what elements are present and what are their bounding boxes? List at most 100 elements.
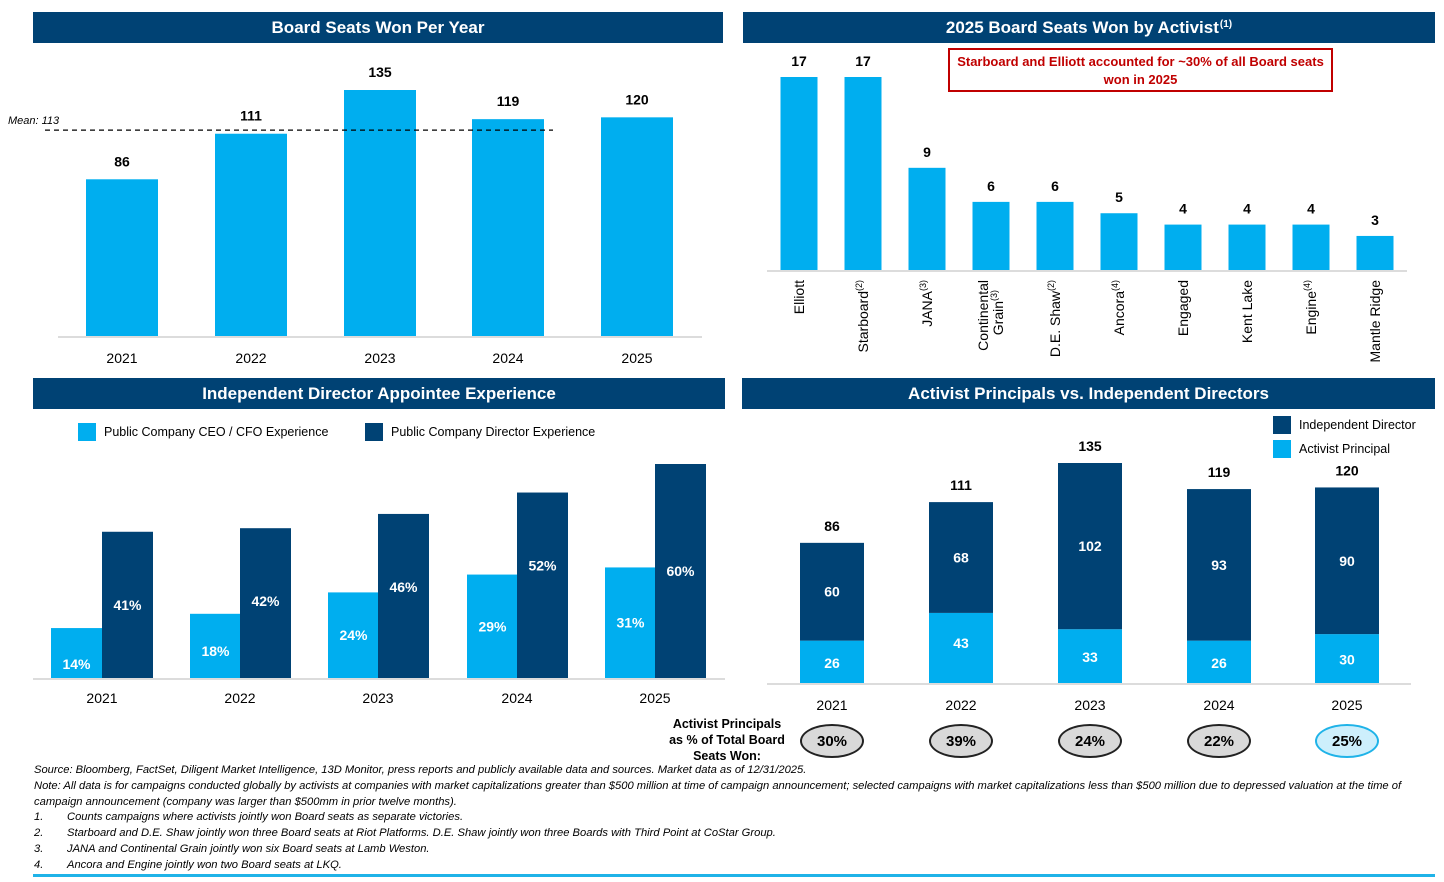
x-tick-text: Grain(3)	[989, 290, 1006, 335]
bar-ceo-cfo	[328, 592, 379, 678]
callout-text: Starboard and Elliott accounted for ~30%…	[957, 54, 1324, 87]
data-label: 6	[1051, 178, 1059, 194]
bar-activist-principal	[1058, 629, 1122, 683]
data-label: 4	[1243, 201, 1251, 217]
footnote-text: Counts campaigns where activists jointly…	[67, 811, 464, 824]
bar-ceo-cfo	[467, 574, 518, 678]
data-label: 52%	[528, 558, 557, 574]
bar-activist-principal	[800, 640, 864, 683]
data-label: 3	[1371, 212, 1379, 228]
principal-share-badge: 30%	[800, 724, 864, 758]
data-label: 17	[855, 53, 871, 69]
bar-director	[378, 513, 429, 678]
x-tick-text: JANA(3)	[918, 280, 935, 327]
bar	[780, 77, 818, 270]
legend-swatch-light	[78, 423, 96, 441]
x-tick-label: 2022	[235, 350, 266, 366]
chart-seats-per-year: 86 2021 111 2022 135 2023 119 2024 120 2025 Mean: …	[8, 64, 702, 366]
mean-label: Mean: 113	[8, 115, 60, 127]
legend-swatch-dark	[1273, 416, 1291, 434]
bar	[1100, 213, 1138, 270]
bar-independent-director	[1058, 463, 1122, 630]
footnote-mark: (4)	[1302, 280, 1312, 291]
footnote-mark: (2)	[1046, 280, 1056, 291]
x-tick-label: Starboard(2)	[854, 280, 871, 352]
x-tick-label: JANA(3)	[918, 280, 935, 327]
data-label: 24%	[339, 627, 368, 643]
data-label: 86	[114, 153, 130, 169]
data-label: 60%	[666, 563, 695, 579]
legend-label: Independent Director	[1299, 418, 1416, 432]
footnote-text: Ancora and Engine jointly won two Board …	[67, 858, 342, 871]
bar	[215, 133, 287, 336]
x-tick-label: 2024	[1203, 697, 1234, 713]
data-label: 26	[824, 655, 840, 671]
bar	[1292, 224, 1330, 270]
x-tick-label: Ancora(4)	[1110, 280, 1127, 335]
principal-share-badge: 39%	[929, 724, 993, 758]
chart-director-experience: 14% 41% 2021 18% 42% 2022 24% 46% 2023 29% 52% 2024…	[33, 464, 725, 706]
data-label: 26	[1211, 655, 1227, 671]
x-tick-label: Kent Lake	[1239, 280, 1255, 343]
bar	[1356, 235, 1394, 270]
footnote-item: 3. JANA and Continental Grain jointly won…	[34, 842, 1434, 858]
bar-activist-principal	[929, 612, 993, 683]
data-label: 9	[923, 144, 931, 160]
legend-label: Public Company CEO / CFO Experience	[104, 425, 329, 439]
bar-ceo-cfo	[605, 567, 656, 678]
x-tick-label: 2022	[945, 697, 976, 713]
bar	[86, 179, 158, 336]
footnote-text: Starboard and D.E. Shaw jointly won thre…	[67, 827, 776, 840]
data-label: 29%	[478, 618, 507, 634]
bar	[908, 167, 946, 270]
footnote-mark: (3)	[989, 290, 999, 301]
data-label: 14%	[62, 656, 91, 672]
footnote-mark: (2)	[854, 280, 864, 291]
bar	[1036, 201, 1074, 270]
footnote-number: 2.	[34, 827, 44, 840]
x-tick-label: 2023	[364, 350, 395, 366]
data-label: 30	[1339, 652, 1355, 668]
data-label: 102	[1078, 538, 1102, 554]
data-label: 119	[497, 93, 520, 109]
footnote-source: Source: Bloomberg, FactSet, Diligent Mar…	[34, 764, 807, 776]
x-tick-label: Continental Grain(3)	[975, 280, 1006, 351]
bar-independent-director	[1315, 487, 1379, 635]
x-tick-label: 2024	[501, 690, 532, 706]
x-tick-label: 2023	[1074, 697, 1105, 713]
footnote-number: 1.	[34, 811, 44, 824]
total-label: 135	[1078, 440, 1102, 454]
bar	[601, 117, 673, 336]
data-label: 42%	[251, 593, 280, 609]
principal-share-label: Activist Principals as % of Total Board …	[669, 717, 785, 763]
bar-director	[102, 531, 153, 678]
title-footnote-mark: (1)	[1219, 19, 1233, 30]
legend-swatch-dark	[365, 423, 383, 441]
x-tick-text: Continental	[975, 280, 991, 351]
x-tick-text: Engaged	[1175, 280, 1191, 336]
x-tick-label: Engaged	[1175, 280, 1191, 336]
data-label: 120	[625, 91, 649, 107]
chart-principals-vs-directors: 26 60 86 2021 43 68 111 2022 33 102 135 2023 26 93 119…	[767, 440, 1411, 713]
panel-title-text: Independent Director Appointee Experienc…	[202, 383, 556, 403]
bar	[472, 119, 544, 337]
panel-title-principals-vs-directors: Activist Principals vs. Independent Dire…	[742, 378, 1435, 409]
x-tick-label: 2021	[86, 690, 117, 706]
total-label: 119	[1208, 464, 1231, 480]
x-tick-label: 2022	[224, 690, 255, 706]
x-tick-label: Engine(4)	[1302, 280, 1319, 335]
total-label: 120	[1335, 462, 1359, 478]
bar	[844, 77, 882, 270]
x-tick-text: Kent Lake	[1239, 280, 1255, 343]
bar	[1164, 224, 1202, 270]
legend-item-activist-principal: Activist Principal	[1273, 440, 1390, 458]
x-tick-label: Mantle Ridge	[1367, 280, 1383, 363]
bar	[972, 201, 1010, 270]
x-tick-text: Elliott	[791, 280, 807, 314]
panel-title-seats-per-year: Board Seats Won Per Year	[33, 12, 723, 43]
bar-ceo-cfo	[190, 613, 241, 678]
data-label: 5	[1115, 189, 1123, 205]
bar-activist-principal	[1315, 634, 1379, 683]
principal-share-badge: 24%	[1058, 724, 1122, 758]
x-tick-label: 2025	[1331, 697, 1362, 713]
